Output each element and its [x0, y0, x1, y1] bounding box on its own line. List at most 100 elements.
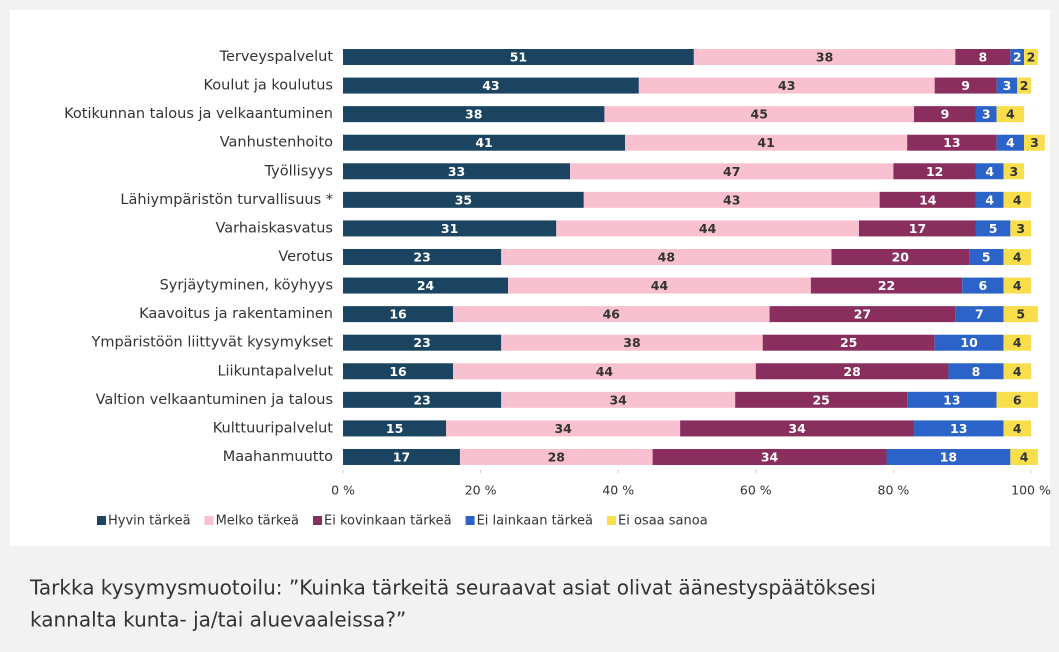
x-tick-label: 80 % — [878, 483, 910, 498]
value-label: 9 — [961, 78, 970, 93]
value-label: 6 — [978, 278, 987, 293]
bar-segment — [996, 106, 1025, 123]
value-label: 23 — [413, 392, 430, 407]
bar-segment — [1024, 49, 1038, 65]
value-label: 16 — [389, 307, 407, 322]
bar-segment — [762, 334, 935, 351]
value-label: 38 — [465, 107, 482, 122]
bar-segment — [343, 220, 557, 237]
category-label: Ympäristöön liittyvät kysymykset — [90, 335, 333, 351]
bar-segment — [501, 248, 832, 265]
bar-segment — [1010, 448, 1038, 465]
bar-segment — [343, 448, 460, 465]
value-label: 4 — [1013, 249, 1022, 264]
value-label: 31 — [441, 221, 458, 236]
value-label: 4 — [1013, 335, 1022, 350]
value-label: 27 — [854, 307, 871, 322]
bar-segment — [975, 220, 1011, 237]
legend-label: Ei lainkaan tärkeä — [477, 514, 593, 529]
value-label: 34 — [609, 392, 627, 407]
bar-segment — [625, 134, 908, 151]
legend-swatch — [465, 516, 475, 525]
category-label: Valtion velkaantuminen ja talous — [96, 392, 333, 408]
value-label: 43 — [482, 78, 499, 93]
value-label: 5 — [989, 221, 998, 236]
bar-segment — [934, 77, 997, 94]
value-label: 41 — [757, 135, 774, 150]
value-label: 2 — [1027, 50, 1036, 65]
bar-segment — [831, 248, 970, 265]
bar-segment — [570, 163, 894, 180]
bar-segment — [955, 49, 1011, 65]
bar-segment — [343, 134, 626, 151]
bar-segment — [1003, 248, 1031, 265]
legend-swatch — [607, 516, 617, 525]
bar-segment — [1017, 77, 1031, 94]
value-label: 48 — [658, 249, 675, 264]
category-label: Koulut ja koulutus — [204, 78, 333, 94]
value-label: 34 — [761, 449, 779, 464]
bar-segment — [343, 248, 502, 265]
bar-segment — [343, 306, 454, 323]
value-label: 4 — [1006, 135, 1015, 150]
bar-segment — [343, 277, 509, 294]
bar-segment — [1003, 163, 1025, 180]
bar-segment — [501, 391, 736, 408]
value-label: 13 — [943, 392, 960, 407]
value-label: 33 — [448, 164, 465, 179]
value-label: 13 — [950, 421, 967, 436]
legend-label: Melko tärkeä — [216, 514, 299, 529]
value-label: 34 — [788, 421, 806, 436]
value-label: 25 — [812, 392, 829, 407]
value-label: 45 — [751, 107, 768, 122]
value-label: 12 — [926, 164, 943, 179]
bar-segment — [556, 220, 859, 237]
value-label: 8 — [978, 50, 987, 65]
bar-segment — [583, 191, 880, 208]
value-label: 44 — [699, 221, 717, 236]
value-label: 16 — [389, 364, 407, 379]
value-label: 4 — [1013, 192, 1022, 207]
bar-segment — [638, 77, 935, 94]
category-label: Syrjäytyminen, köyhyys — [160, 278, 333, 294]
x-tick-label: 0 % — [331, 483, 355, 498]
bar-segment — [886, 448, 1011, 465]
value-label: 10 — [960, 335, 978, 350]
value-label: 3 — [1016, 221, 1025, 236]
bar-segment — [453, 363, 756, 380]
bar-segment — [755, 363, 949, 380]
value-label: 3 — [1009, 164, 1018, 179]
value-label: 23 — [413, 249, 430, 264]
legend-label: Ei kovinkaan tärkeä — [324, 514, 452, 529]
bar-segment — [1024, 134, 1045, 151]
bar-segment — [893, 163, 976, 180]
value-label: 28 — [843, 364, 860, 379]
value-label: 35 — [455, 192, 472, 207]
caption-line: Tarkka kysymysmuotoilu: ”Kuinka tärkeitä… — [29, 576, 876, 600]
value-label: 28 — [548, 449, 565, 464]
value-label: 4 — [1013, 421, 1022, 436]
bar-segment — [934, 334, 1004, 351]
bar-segment — [914, 420, 1004, 437]
value-label: 43 — [723, 192, 740, 207]
value-label: 5 — [1016, 307, 1025, 322]
bar-segment — [948, 363, 1004, 380]
category-label: Työllisyys — [264, 163, 333, 179]
bar-segment — [680, 420, 915, 437]
value-label: 7 — [975, 307, 984, 322]
bar-segment — [446, 420, 681, 437]
category-label: Verotus — [278, 249, 333, 265]
bar-segment — [1003, 306, 1038, 323]
bar-segment — [1003, 420, 1031, 437]
value-label: 46 — [603, 307, 621, 322]
value-label: 8 — [972, 364, 981, 379]
bar-segment — [343, 363, 454, 380]
value-label: 22 — [878, 278, 895, 293]
bar-segment — [969, 248, 1004, 265]
value-label: 5 — [982, 249, 991, 264]
bar-segment — [343, 420, 447, 437]
legend-label: Hyvin tärkeä — [108, 514, 191, 529]
legend-swatch — [313, 516, 323, 525]
value-label: 4 — [1013, 364, 1022, 379]
